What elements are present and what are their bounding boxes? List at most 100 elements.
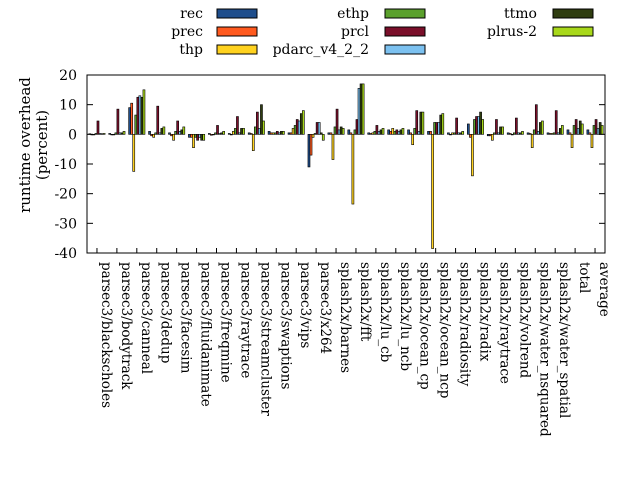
bar-prcl-splash2x-water-nsquared xyxy=(534,104,538,135)
x-tick-label-splash2x-lu-cb: splash2x/lu_cb xyxy=(377,262,393,362)
bar-ethp-parsec3-streamcluster xyxy=(254,126,257,135)
y-axis-title-line-2: (percent) xyxy=(33,110,51,180)
bar-pdarc-v4-2-2-splash2x-lu-ncb xyxy=(397,131,401,135)
bar-plrus-2-parsec3-dedup xyxy=(162,126,166,135)
bar-thp-splash2x-volrend xyxy=(510,134,514,136)
bar-ethp-parsec3-dedup xyxy=(154,132,158,135)
bar-prcl-splash2x-ocean-ncp xyxy=(435,122,438,135)
bar-prec-average xyxy=(588,132,592,135)
axes xyxy=(86,74,606,254)
bar-ttmo-parsec3-streamcluster xyxy=(260,104,263,135)
bar-rec-splash2x-water-nsquared xyxy=(526,132,530,135)
bar-ttmo-splash2x-fft xyxy=(359,83,363,135)
bar-ethp-splash2x-lu-cb xyxy=(373,131,377,135)
bar-rec-parsec3-raytrace xyxy=(227,133,231,135)
legend-swatch-prcl xyxy=(384,26,426,37)
bar-ttmo-splash2x-water-spatial xyxy=(558,128,562,135)
x-tick-label-average: average xyxy=(596,262,612,317)
bar-prcl-parsec3-streamcluster xyxy=(256,111,259,135)
bar-plrus-2-parsec3-x264 xyxy=(321,134,325,141)
y-tick-label: -40 xyxy=(54,246,77,262)
bar-thp-total xyxy=(570,134,574,148)
bar-plrus-2-parsec3-blackscholes xyxy=(102,133,106,135)
bar-prcl-parsec3-bodytrack xyxy=(116,108,120,135)
bar-plrus-2-splash2x-raytrace xyxy=(501,126,504,135)
bar-ttmo-average xyxy=(598,122,602,135)
bar-ttmo-splash2x-ocean-cp xyxy=(419,111,423,135)
bar-pdarc-v4-2-2-splash2x-radiosity xyxy=(457,132,460,135)
y-ticks: -40 -30 -20 -10 0 10 20 xyxy=(54,68,605,262)
bar-plrus-2-splash2x-water-nsquared xyxy=(541,120,544,135)
legend-label-plrus-2: plrus-2 xyxy=(487,24,537,40)
bar-ethp-parsec3-bodytrack xyxy=(114,132,118,135)
y-tick-label: -10 xyxy=(54,157,77,173)
bar-prcl-parsec3-dedup xyxy=(156,105,160,135)
x-tick-label-parsec3-freqmine: parsec3/freqmine xyxy=(218,262,234,383)
x-tick-label-parsec3-blackscholes: parsec3/blackscholes xyxy=(98,262,114,408)
x-tick-label-parsec3-facesim: parsec3/facesim xyxy=(178,262,194,374)
bar-prcl-parsec3-vips xyxy=(295,119,299,135)
bar-ethp-average xyxy=(592,125,596,135)
bar-plrus-2-splash2x-lu-ncb xyxy=(401,128,405,135)
bar-thp-splash2x-radiosity xyxy=(451,132,454,135)
y-tick-label: -30 xyxy=(54,216,77,232)
legend-swatch-thp xyxy=(216,44,258,55)
bar-prcl-parsec3-facesim xyxy=(176,120,179,135)
bar-thp-parsec3-raytrace xyxy=(232,131,235,135)
bar-ttmo-splash2x-water-nsquared xyxy=(539,122,542,135)
x-tick-label-parsec3-x264: parsec3/x264 xyxy=(317,262,333,354)
x-tick-label-splash2x-water-spatial: splash2x/water_spatial xyxy=(556,262,572,418)
bar-pdarc-v4-2-2-splash2x-radix xyxy=(477,116,480,135)
y-tick-label: -20 xyxy=(54,187,77,203)
bar-pdarc-v4-2-2-splash2x-volrend xyxy=(517,132,520,135)
bar-thp-parsec3-bodytrack xyxy=(112,134,116,136)
x-tick-label-total: total xyxy=(576,262,592,293)
bar-prec-total xyxy=(568,132,572,135)
bar-prcl-splash2x-raytrace xyxy=(495,119,498,135)
bar-thp-splash2x-water-nsquared xyxy=(530,134,534,148)
bar-ttmo-parsec3-canneal xyxy=(140,96,144,135)
bar-plrus-2-average xyxy=(600,125,604,135)
bar-ttmo-splash2x-volrend xyxy=(519,132,522,135)
bar-pdarc-v4-2-2-splash2x-water-spatial xyxy=(556,132,560,135)
bar-plrus-2-splash2x-volrend xyxy=(521,131,524,135)
x-tick-label-splash2x-raytrace: splash2x/raytrace xyxy=(496,262,512,384)
bar-thp-parsec3-vips xyxy=(291,128,295,135)
bar-plrus-2-splash2x-fft xyxy=(361,83,365,135)
bar-pdarc-v4-2-2-splash2x-raytrace xyxy=(497,132,500,135)
bar-ttmo-splash2x-raytrace xyxy=(499,126,502,135)
x-tick-label-splash2x-fft: splash2x/fft xyxy=(357,262,373,342)
bar-prcl-total xyxy=(574,119,578,135)
bar-ttmo-parsec3-freqmine xyxy=(220,132,223,135)
legend-swatch-ttmo xyxy=(552,8,594,19)
bar-prcl-splash2x-volrend xyxy=(515,117,518,135)
x-tick-label-parsec3-bodytrack: parsec3/bodytrack xyxy=(118,262,134,390)
bar-prcl-splash2x-ocean-cp xyxy=(415,110,419,135)
legend-label-prec: prec xyxy=(171,24,203,40)
bar-plrus-2-splash2x-radiosity xyxy=(461,131,465,135)
bar-ethp-parsec3-canneal xyxy=(134,114,138,135)
bar-prec-parsec3-swaptions xyxy=(269,132,273,135)
bar-plrus-2-splash2x-radix xyxy=(481,119,484,135)
bar-ttmo-parsec3-blackscholes xyxy=(100,133,104,135)
bar-pdarc-v4-2-2-total xyxy=(576,128,580,135)
bar-ethp-parsec3-swaptions xyxy=(273,132,277,135)
bar-ethp-splash2x-radiosity xyxy=(453,132,456,135)
y-tick-label: 0 xyxy=(68,127,77,143)
bar-ethp-parsec3-freqmine xyxy=(214,132,217,135)
bar-ttmo-splash2x-radiosity xyxy=(459,132,463,135)
legend-swatch-pdarc-v4-2-2 xyxy=(384,44,426,55)
bar-pdarc-v4-2-2-splash2x-fft xyxy=(357,88,361,135)
bar-rec-parsec3-swaptions xyxy=(267,131,271,135)
bar-prcl-parsec3-blackscholes xyxy=(96,120,100,135)
bar-rec-splash2x-fft xyxy=(347,129,351,135)
bar-rec-splash2x-water-spatial xyxy=(546,132,550,135)
bar-thp-parsec3-canneal xyxy=(132,134,136,172)
bar-thp-parsec3-fluidanimate xyxy=(192,134,195,148)
bar-pdarc-v4-2-2-splash2x-lu-cb xyxy=(377,131,381,135)
bar-rec-splash2x-ocean-ncp xyxy=(427,131,430,135)
bar-prec-parsec3-dedup xyxy=(150,134,153,137)
x-tick-label-parsec3-raytrace: parsec3/raytrace xyxy=(237,262,253,378)
bar-prec-splash2x-barnes xyxy=(329,132,333,135)
